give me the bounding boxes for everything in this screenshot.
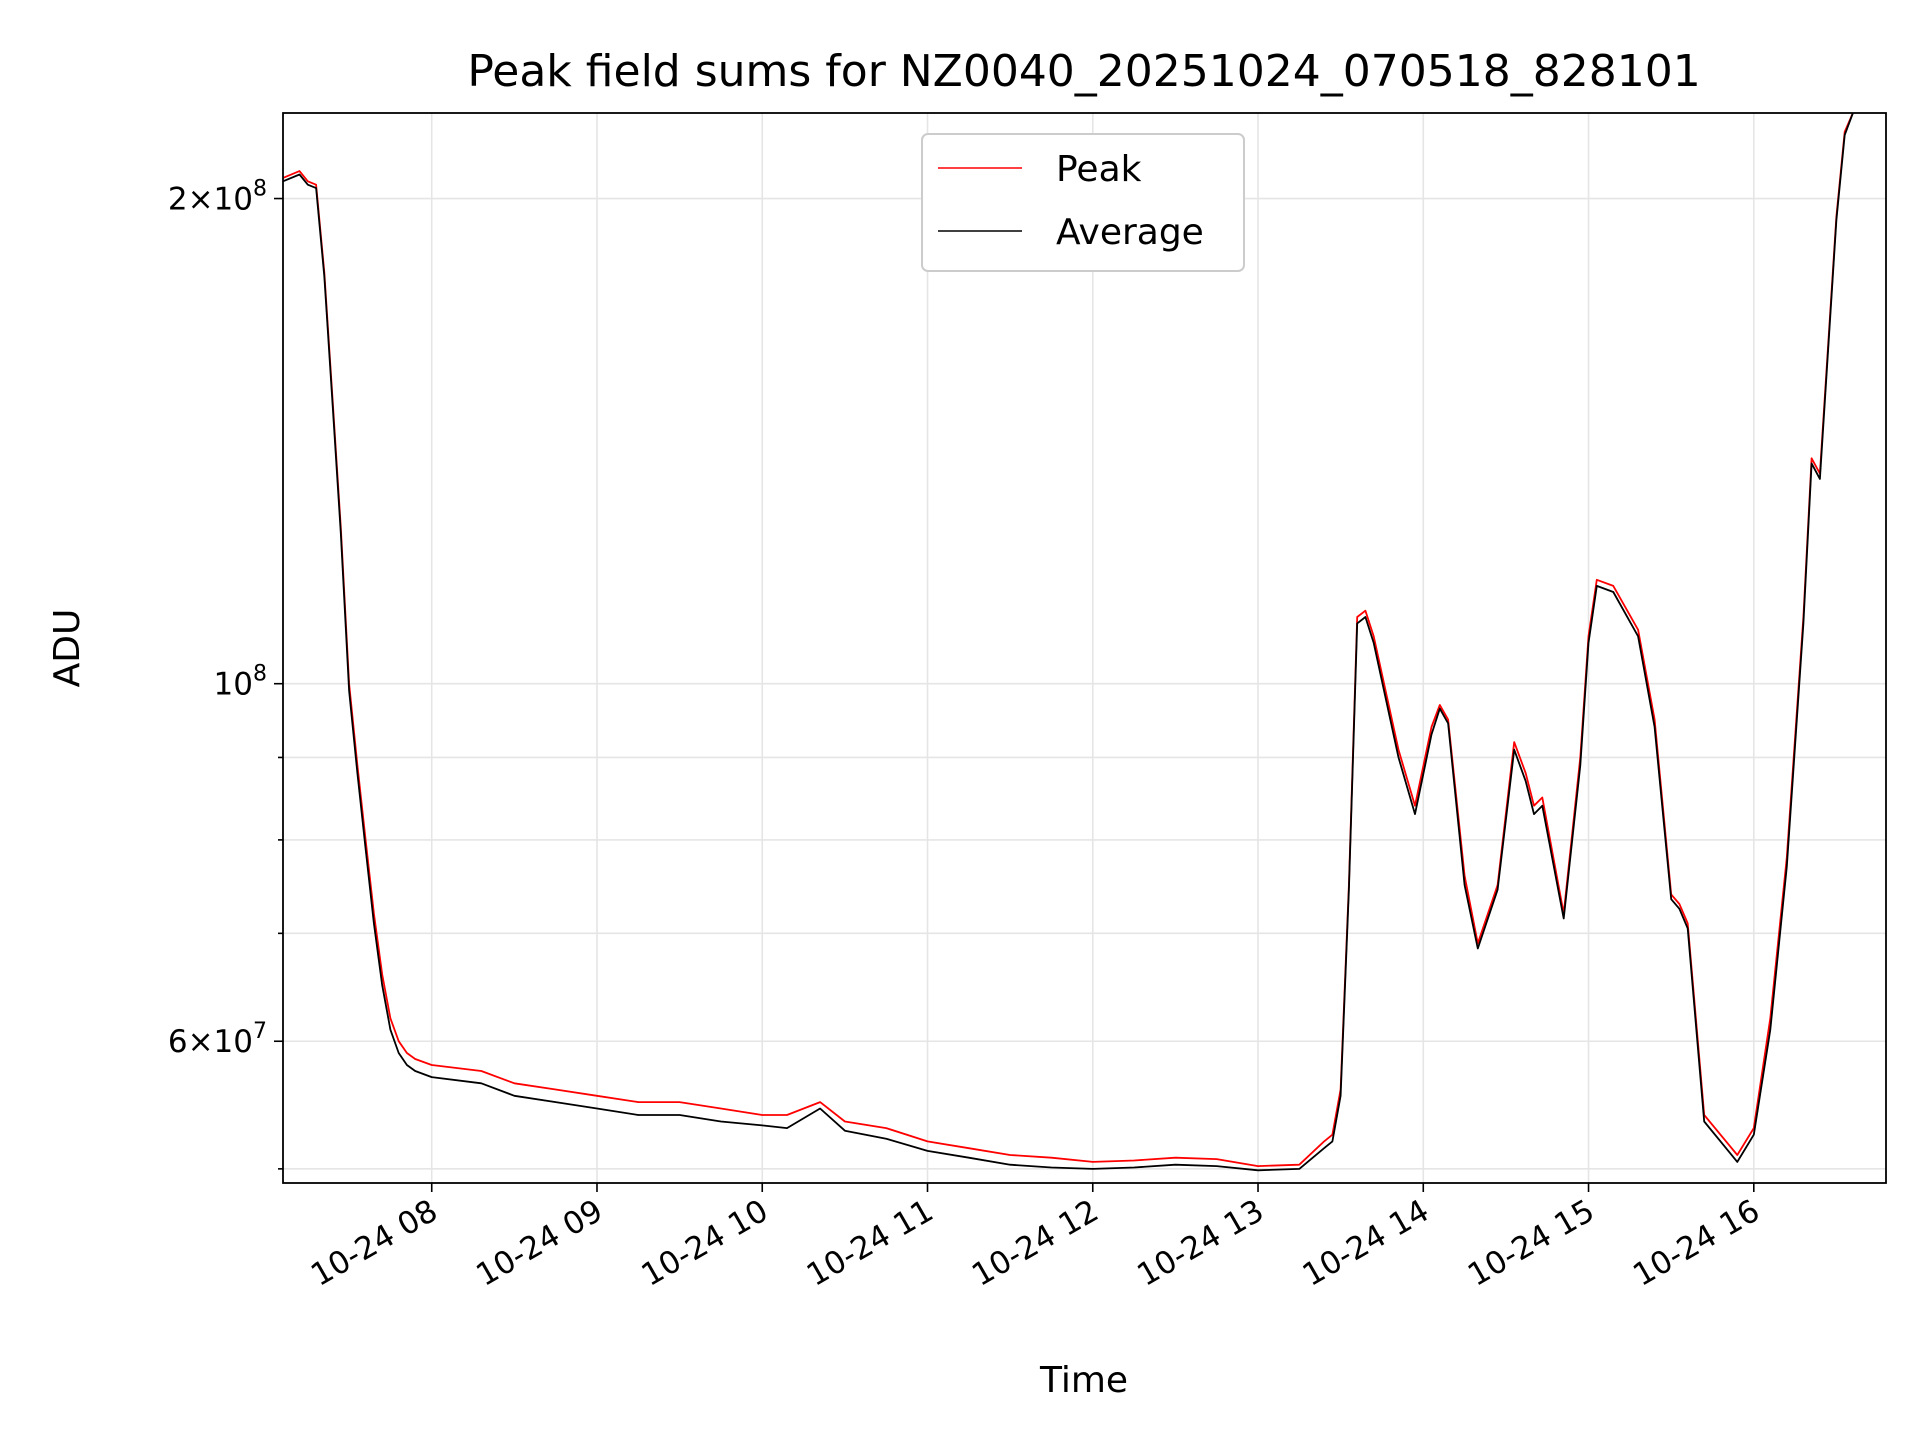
series-layer — [282, 112, 1854, 1172]
y-tick-label: 6×107 — [168, 1019, 267, 1060]
y-tick-exponent: 7 — [253, 1019, 267, 1044]
y-tick-exponent: 8 — [253, 177, 267, 202]
y-tick-base: 2×10 — [168, 182, 253, 218]
legend: Peak Average — [921, 133, 1245, 272]
y-tick-label: 108 — [214, 662, 267, 703]
plot-frame — [282, 112, 1887, 1184]
y-tick-label: 2×108 — [168, 177, 267, 218]
y-tick-base: 10 — [214, 667, 253, 703]
y-axis-title: ADU — [47, 609, 88, 688]
x-axis-title: Time — [1039, 1360, 1128, 1401]
series-line-average — [282, 112, 1854, 1172]
y-tick-base: 6×10 — [168, 1024, 253, 1060]
y-tick-exponent: 8 — [253, 662, 267, 687]
legend-label-peak: Peak — [1056, 149, 1142, 190]
legend-label-average: Average — [1056, 212, 1204, 253]
chart-title: Peak field sums for NZ0040_20251024_0705… — [467, 46, 1700, 97]
